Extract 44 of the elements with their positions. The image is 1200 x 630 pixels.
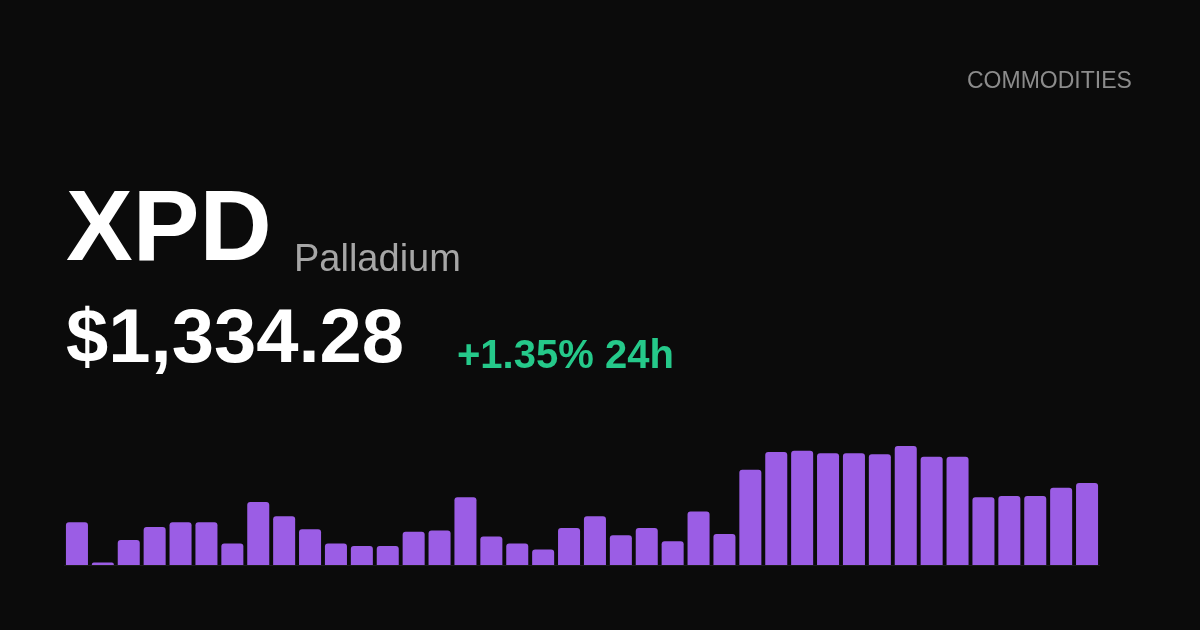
bar (687, 511, 710, 565)
bar (558, 528, 581, 565)
bar (169, 522, 192, 565)
text: +1.35% 24h (457, 332, 674, 376)
bar (765, 451, 788, 565)
bar (480, 536, 503, 565)
bar (739, 469, 762, 565)
bar (117, 540, 140, 565)
bar (532, 549, 555, 565)
bar (221, 543, 244, 565)
bar (583, 516, 606, 565)
bar (1024, 495, 1047, 565)
bar (402, 531, 425, 565)
bar (506, 543, 529, 565)
bar (635, 528, 658, 565)
bar (946, 456, 969, 565)
bar (1076, 482, 1099, 565)
text: COMMODITIES (967, 67, 1132, 93)
bar (661, 541, 684, 565)
bar (143, 526, 166, 565)
bar (350, 545, 373, 565)
bar (324, 543, 347, 565)
bar (1050, 487, 1073, 565)
bar (868, 454, 891, 565)
bar (920, 456, 943, 565)
bar (791, 450, 814, 565)
bar (842, 453, 865, 565)
text: $1,334.28 (66, 293, 405, 378)
bar (998, 495, 1021, 565)
bar (376, 545, 399, 565)
bar (273, 516, 296, 565)
bar (972, 497, 995, 565)
chart-title: XPD (66, 169, 272, 281)
chart-subtitle: Palladium (294, 237, 461, 279)
bar (713, 534, 736, 565)
bar (428, 530, 451, 565)
bar (454, 497, 477, 565)
bar (299, 529, 322, 565)
bar (195, 522, 218, 565)
bar (609, 535, 632, 565)
bar (817, 453, 840, 565)
bar (247, 501, 270, 565)
bar (894, 446, 917, 565)
bar (65, 522, 88, 565)
